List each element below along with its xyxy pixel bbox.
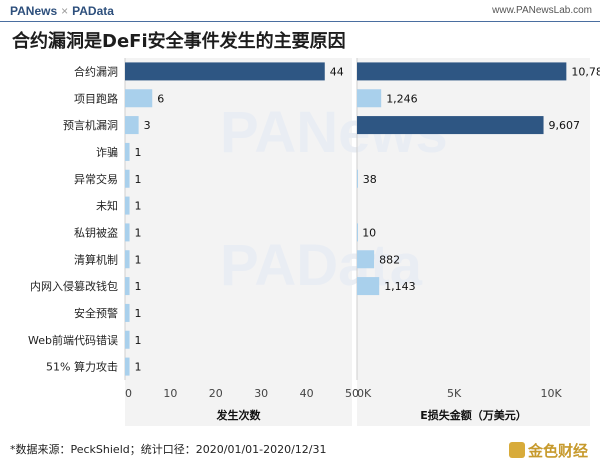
left-data-label: 1: [135, 307, 142, 320]
category-label: 预言机漏洞: [63, 118, 118, 132]
right-data-label: 10: [362, 226, 376, 239]
right-tick-label: 0K: [357, 387, 372, 400]
right-tick-label: 5K: [447, 387, 462, 400]
left-data-label: 1: [135, 334, 142, 347]
left-bar: [125, 62, 325, 81]
chart-title: 合约漏洞是DeFi安全事件发生的主要原因: [12, 31, 346, 52]
right-bar: [357, 277, 380, 296]
left-bar: [125, 330, 130, 349]
right-data-label: 882: [379, 253, 400, 266]
category-label: 合约漏洞: [74, 64, 118, 78]
category-label: 诈骗: [96, 145, 118, 159]
left-bar: [125, 142, 130, 161]
category-label: 安全预警: [74, 306, 118, 320]
brand-separator: ×: [61, 4, 69, 18]
left-data-label: 1: [135, 280, 142, 293]
category-label: 清算机制: [74, 252, 118, 266]
right-bar: [357, 223, 358, 242]
right-bar: [357, 250, 375, 269]
category-label: 51% 算力攻击: [46, 360, 118, 374]
left-data-label: 44: [330, 65, 344, 78]
right-bar: [357, 116, 544, 135]
brand-logo: PANews × PAData: [10, 4, 114, 18]
right-axis-label: E损失金额（万美元）: [420, 408, 527, 422]
right-bar: [357, 89, 382, 108]
right-tick-label: 10K: [541, 387, 563, 400]
panel-left-bg: [125, 58, 352, 380]
watermark-padata: PAData: [220, 233, 423, 298]
left-data-label: 6: [157, 92, 164, 105]
header-divider: [0, 21, 600, 22]
left-axis-label: 发生次数: [216, 408, 262, 422]
category-label: 内网入侵篡改钱包: [30, 279, 118, 293]
left-bar: [125, 277, 130, 296]
axis-left-bg: [125, 380, 352, 426]
left-bar: [125, 169, 130, 188]
left-bar: [125, 89, 153, 108]
brand-left: PANews: [10, 4, 58, 18]
right-data-label: 10,782: [571, 65, 600, 78]
site-url: www.PANewsLab.com: [492, 5, 592, 16]
left-data-label: 1: [135, 200, 142, 213]
left-tick-label: 40: [300, 387, 314, 400]
left-data-label: 3: [144, 119, 151, 132]
left-bar: [125, 357, 130, 376]
right-bar: [357, 169, 358, 188]
brand-right: PAData: [72, 4, 114, 18]
right-data-label: 38: [363, 173, 377, 186]
axis-right-bg: [357, 380, 590, 426]
left-tick-label: 10: [163, 387, 177, 400]
right-data-label: 9,607: [549, 119, 581, 132]
left-data-label: 1: [135, 361, 142, 374]
panel-right-bg: [357, 58, 590, 380]
left-bar: [125, 116, 139, 135]
right-bar: [357, 62, 567, 81]
bottom-logo-text: 金色财经: [527, 442, 588, 460]
left-data-label: 1: [135, 173, 142, 186]
left-data-label: 1: [135, 253, 142, 266]
logo-mark-icon: [508, 442, 525, 458]
left-tick-label: 50: [345, 387, 359, 400]
chart-panel-right: 10,782 1,246 9,607 38 10 882 1,143 0K 5K 10K E损失金额…: [357, 62, 600, 422]
header-bar: PANews × PAData www.PANewsLab.com: [0, 0, 600, 22]
left-tick-label: 30: [254, 387, 268, 400]
footnote: *数据来源：PeckShield；统计口径：2020/01/01-2020/12…: [10, 443, 327, 456]
category-label: 未知: [96, 199, 118, 213]
left-bar: [125, 223, 130, 242]
left-data-label: 1: [135, 146, 142, 159]
right-data-label: 1,143: [384, 280, 416, 293]
category-label: 私钥被盗: [74, 225, 118, 239]
category-label: 项目跑路: [74, 91, 118, 105]
left-tick-label: 0: [125, 387, 132, 400]
left-tick-label: 20: [209, 387, 223, 400]
left-data-label: 1: [135, 226, 142, 239]
category-label: Web前端代码错误: [28, 333, 118, 347]
right-data-label: 1,246: [386, 92, 418, 105]
left-bar: [125, 250, 130, 269]
left-bar: [125, 303, 130, 322]
bottom-logo: 金色财经: [508, 440, 588, 461]
category-label: 异常交易: [74, 172, 118, 186]
left-bar: [125, 196, 130, 215]
